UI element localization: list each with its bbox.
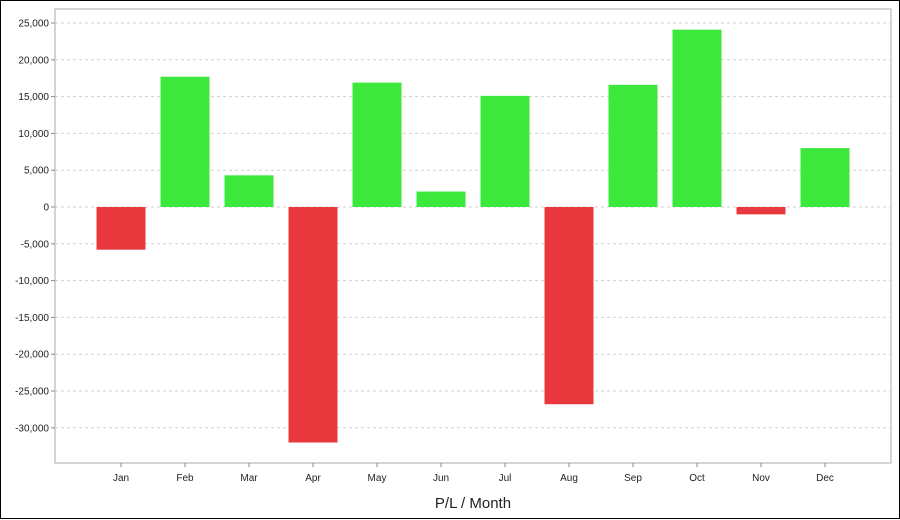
bar-aug <box>544 207 594 405</box>
y-tick-label: -15,000 <box>15 313 49 324</box>
y-tick-label: 20,000 <box>18 55 49 66</box>
y-tick-label: 10,000 <box>18 129 49 140</box>
x-tick-label-feb: Feb <box>176 473 194 484</box>
gridlines <box>55 22 891 429</box>
bar-sep <box>608 84 658 207</box>
x-tick-label-jan: Jan <box>113 473 129 484</box>
y-tick-label: -25,000 <box>15 387 49 398</box>
y-tick-label: 15,000 <box>18 92 49 103</box>
x-tick-label-mar: Mar <box>240 473 258 484</box>
bar-may <box>352 82 402 207</box>
y-tick-label: -10,000 <box>15 276 49 287</box>
bar-oct <box>672 29 722 208</box>
x-tick-label-jul: Jul <box>499 473 512 484</box>
bar-jun <box>416 191 466 207</box>
y-tick-label: 25,000 <box>18 19 49 30</box>
x-axis-ticks: Jan Feb Mar Apr May Jun Jul Aug Sep Oct Nov Dec <box>113 463 834 484</box>
y-tick-label: 0 <box>43 203 49 214</box>
x-tick-label-may: May <box>368 473 387 484</box>
x-tick-label-sep: Sep <box>624 473 642 484</box>
x-tick-label-dec: Dec <box>816 473 834 484</box>
x-tick-label-apr: Apr <box>305 473 321 484</box>
bar-nov <box>736 207 786 215</box>
bar-feb <box>160 76 210 207</box>
y-axis-ticks: 25,000 20,000 15,000 10,000 5,000 0 -5,000 -10,… <box>15 19 55 434</box>
y-tick-label: -5,000 <box>21 239 50 250</box>
x-tick-label-jun: Jun <box>433 473 449 484</box>
bar-apr <box>288 207 338 443</box>
y-tick-label: 5,000 <box>24 166 49 177</box>
bars <box>96 29 850 443</box>
x-tick-label-nov: Nov <box>752 473 770 484</box>
y-tick-label: -30,000 <box>15 423 49 434</box>
x-axis-title: P/L / Month <box>435 495 511 512</box>
x-tick-label-aug: Aug <box>560 473 578 484</box>
bar-jan <box>96 207 146 250</box>
bar-mar <box>224 175 274 207</box>
y-tick-label: -20,000 <box>15 350 49 361</box>
bar-jul <box>480 95 530 207</box>
bar-dec <box>800 148 850 207</box>
x-tick-label-oct: Oct <box>689 473 705 484</box>
